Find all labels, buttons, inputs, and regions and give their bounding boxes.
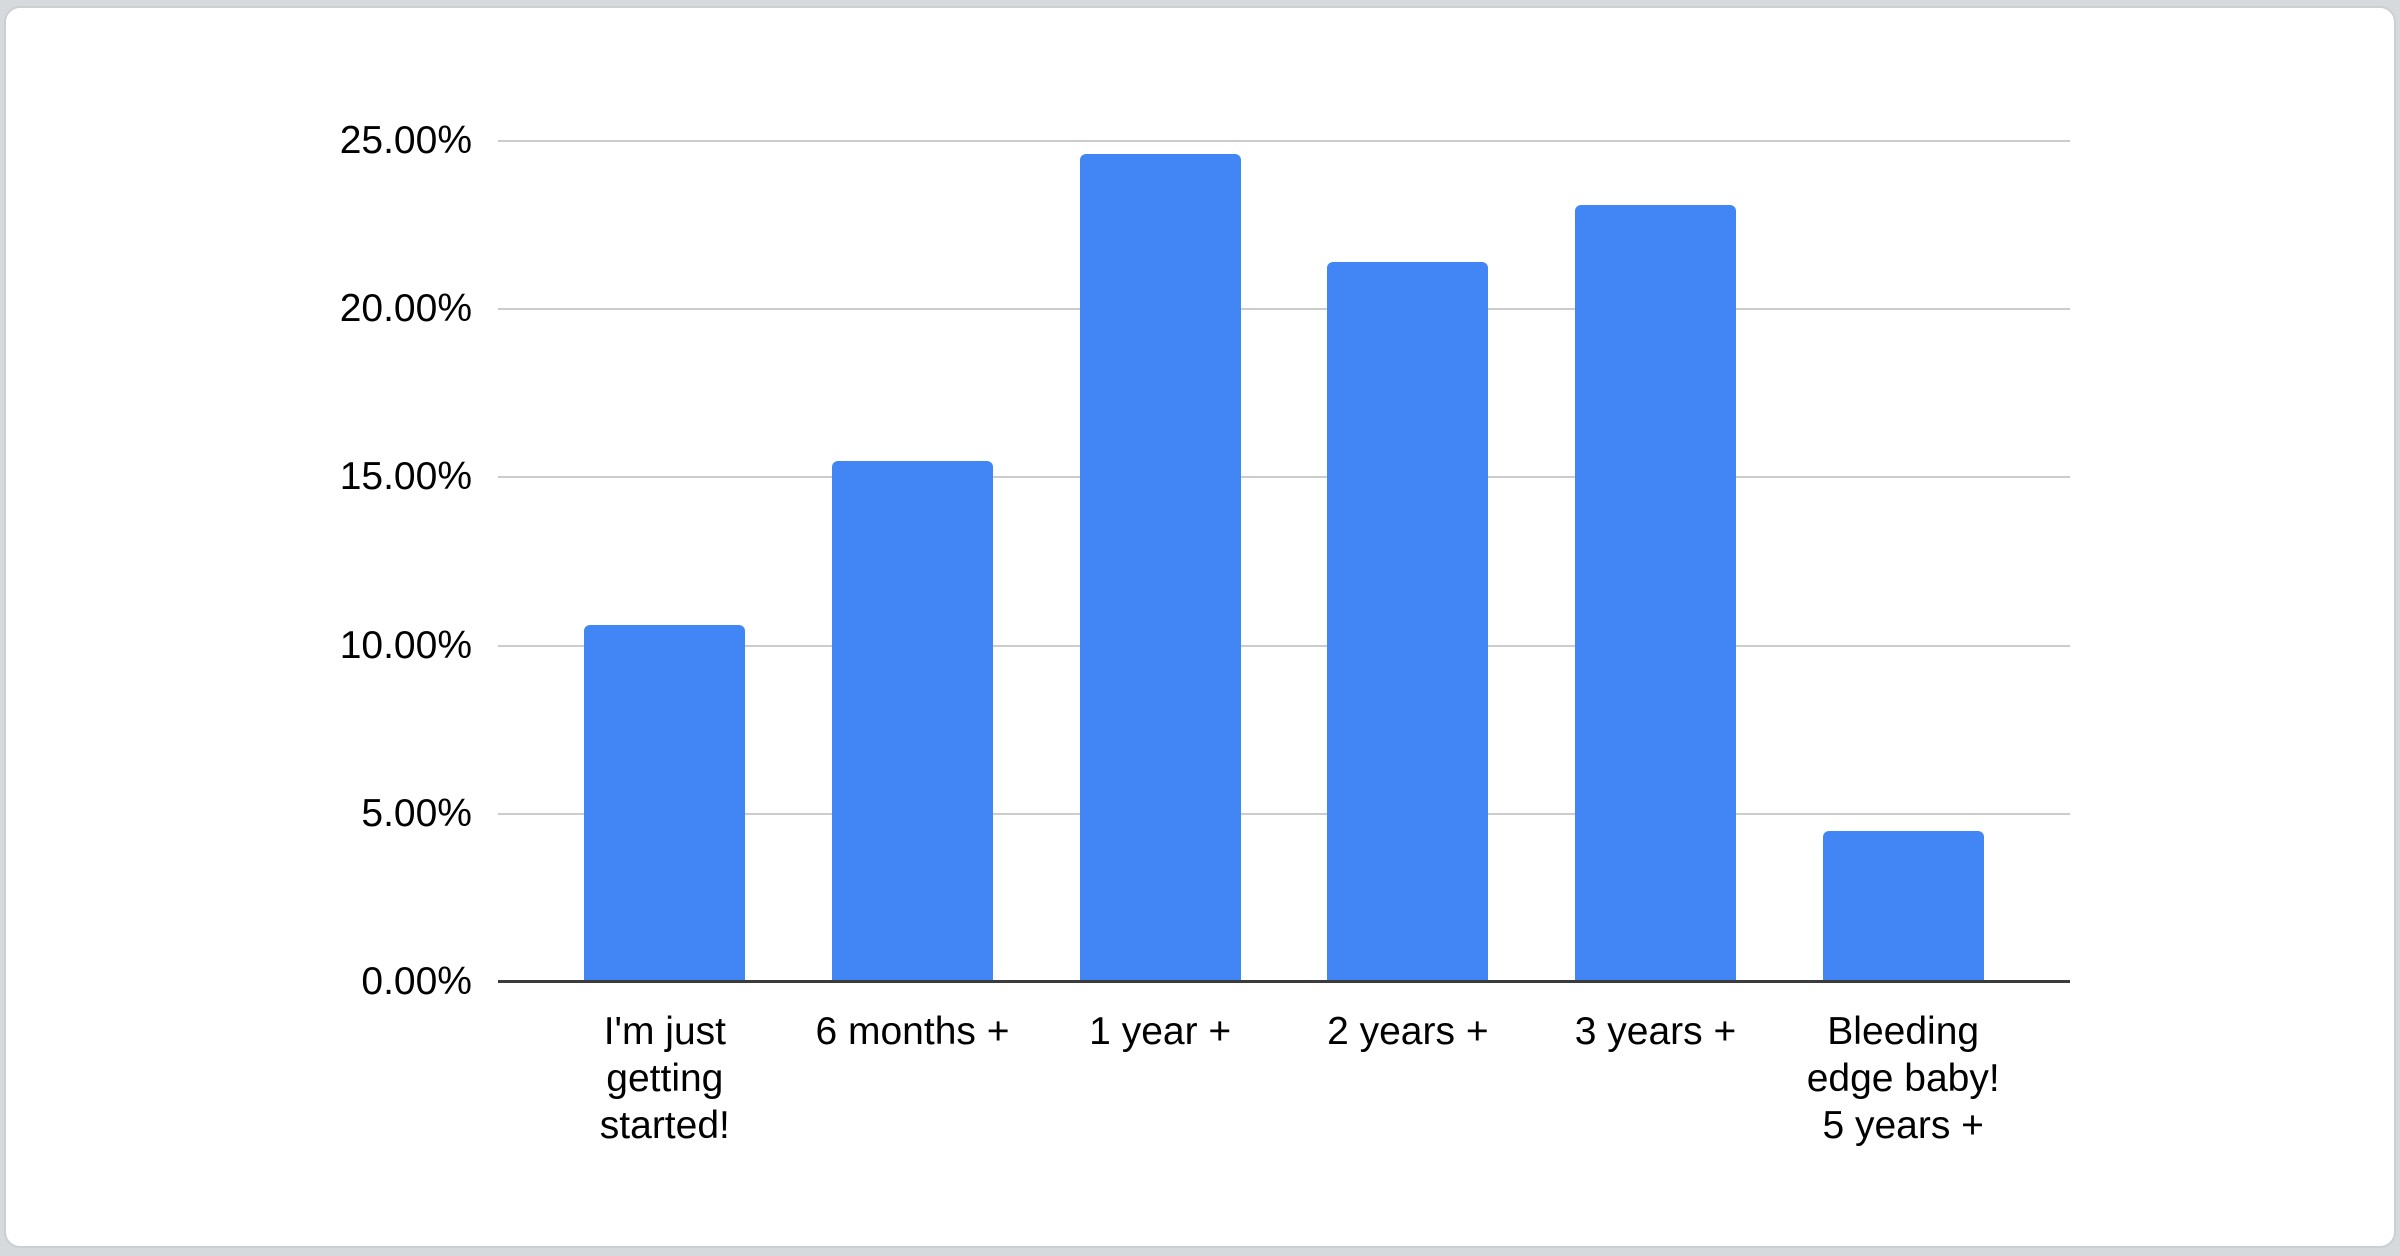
bar-2[interactable] [832,460,993,982]
x-axis-label-3: 1 year + [1089,1010,1232,1053]
bar-slot [1036,141,1284,982]
bars-layer [498,141,2070,982]
bar-slot [541,141,789,982]
y-tick-label: 0.00% [361,960,472,1003]
x-axis-label-2: 6 months + [815,1010,1010,1053]
plot-area: 25.00% 20.00% 15.00% 10.00% 5.00% 0.00% [340,119,2070,1003]
y-tick-label: 25.00% [339,119,472,162]
bar-slot [789,141,1037,982]
y-tick-label: 15.00% [339,455,472,499]
x-axis-label-4: 2 years + [1327,1010,1489,1053]
x-axis-labels: I'm just getting started! 6 months + 1 yea… [498,1008,2070,1149]
gridline [498,140,2070,142]
y-tick-label: 10.00% [339,623,472,667]
gridline [498,812,2070,815]
bar-slot [1532,141,1780,982]
bar-slot [1284,141,1532,982]
bar-6[interactable] [1822,830,1984,982]
x-axis-label-1: I'm just getting started! [599,1010,730,1147]
bar-5[interactable] [1575,204,1737,982]
x-axis-label-5: 3 years + [1574,1010,1737,1053]
bar-3[interactable] [1079,154,1241,982]
bar-4[interactable] [1327,262,1489,982]
y-tick-label: 20.00% [339,287,472,331]
x-axis-label-6: Bleeding edge baby! 5 years + [1806,1010,2000,1147]
x-axis-line [498,980,2070,983]
gridline [498,476,2070,479]
chart-card: 25.00% 20.00% 15.00% 10.00% 5.00% 0.00% I'm j… [4,6,2396,1248]
gridline [498,644,2070,647]
bar-1[interactable] [584,625,746,982]
gridline [498,308,2070,311]
y-tick-label: 5.00% [361,791,472,835]
bar-slot [1779,141,2027,982]
